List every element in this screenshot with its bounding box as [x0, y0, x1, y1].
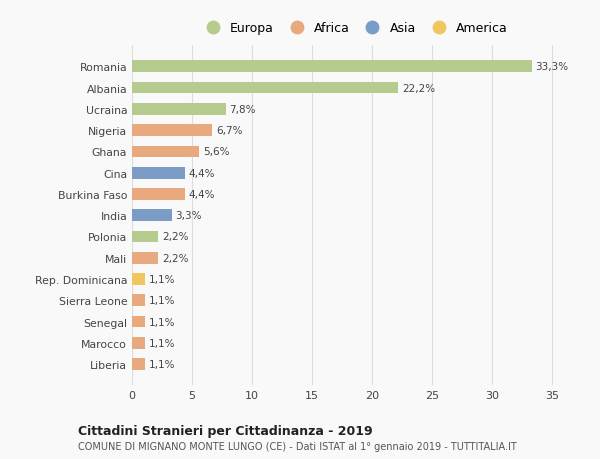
Text: 4,4%: 4,4%: [188, 190, 215, 200]
Bar: [132, 316, 145, 328]
Text: 2,2%: 2,2%: [162, 232, 188, 242]
Bar: [132, 274, 145, 285]
Text: COMUNE DI MIGNANO MONTE LUNGO (CE) - Dati ISTAT al 1° gennaio 2019 - TUTTITALIA.: COMUNE DI MIGNANO MONTE LUNGO (CE) - Dat…: [78, 441, 517, 451]
Legend: Europa, Africa, Asia, America: Europa, Africa, Asia, America: [196, 18, 512, 39]
Text: 7,8%: 7,8%: [229, 105, 256, 115]
Text: 1,1%: 1,1%: [149, 359, 175, 369]
Text: 1,1%: 1,1%: [149, 296, 175, 306]
Bar: [132, 189, 185, 200]
Bar: [132, 62, 532, 73]
Text: 1,1%: 1,1%: [149, 338, 175, 348]
Text: 3,3%: 3,3%: [175, 211, 202, 221]
Text: 2,2%: 2,2%: [162, 253, 188, 263]
Bar: [132, 83, 398, 94]
Text: 33,3%: 33,3%: [535, 62, 568, 72]
Text: 4,4%: 4,4%: [188, 168, 215, 178]
Bar: [132, 210, 172, 222]
Bar: [132, 337, 145, 349]
Bar: [132, 125, 212, 137]
Text: 1,1%: 1,1%: [149, 317, 175, 327]
Text: 1,1%: 1,1%: [149, 274, 175, 285]
Bar: [132, 295, 145, 307]
Bar: [132, 231, 158, 243]
Bar: [132, 168, 185, 179]
Bar: [132, 104, 226, 116]
Text: 5,6%: 5,6%: [203, 147, 229, 157]
Text: 6,7%: 6,7%: [216, 126, 242, 136]
Bar: [132, 146, 199, 158]
Text: Cittadini Stranieri per Cittadinanza - 2019: Cittadini Stranieri per Cittadinanza - 2…: [78, 424, 373, 437]
Text: 22,2%: 22,2%: [402, 84, 435, 93]
Bar: [132, 358, 145, 370]
Bar: [132, 252, 158, 264]
